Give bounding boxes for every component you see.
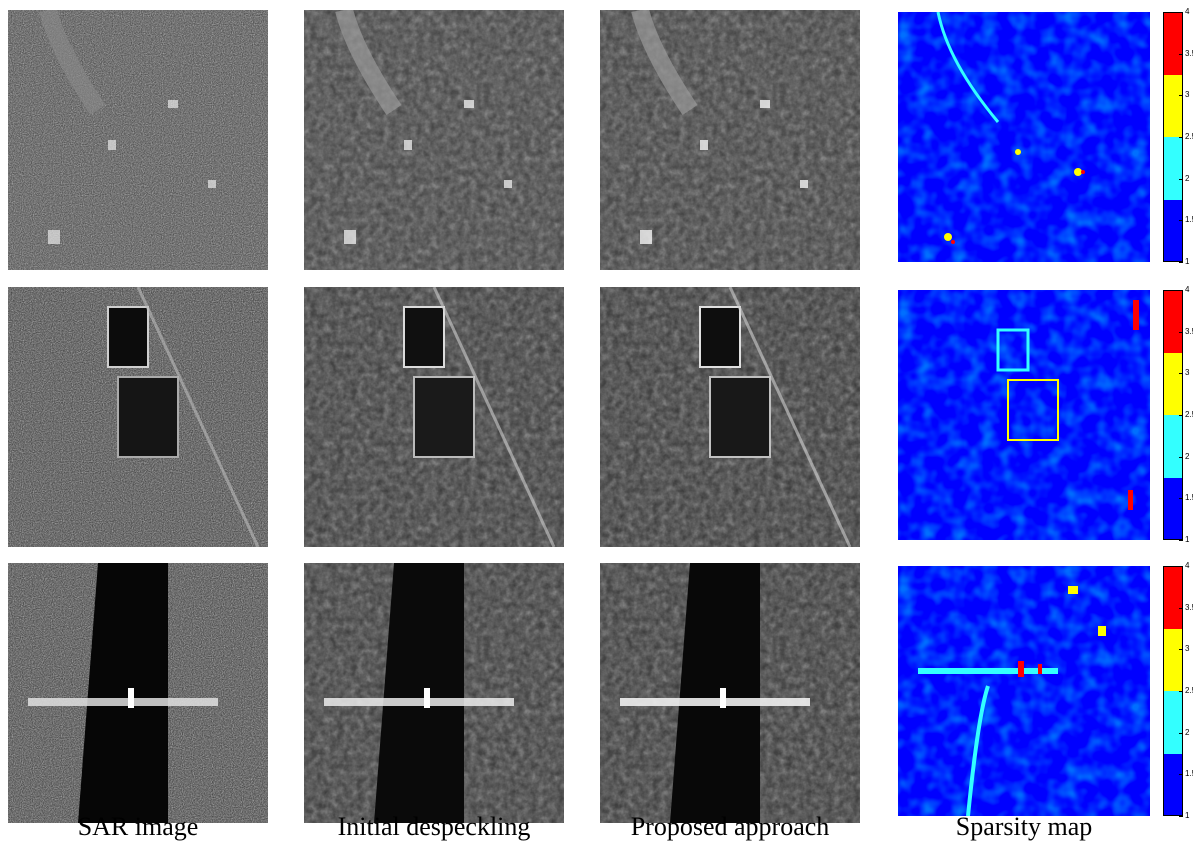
colorbar-tick-label: 1.5	[1185, 493, 1193, 503]
colorbar-tick-label: 1	[1185, 257, 1190, 266]
colorbar-tick-mark	[1179, 95, 1183, 97]
initial-despeckling-row3	[304, 563, 564, 823]
colorbar-tick-label: 2	[1185, 727, 1190, 737]
colorbar-tick-mark	[1179, 691, 1183, 692]
colorbar-tick-mark	[1179, 816, 1183, 817]
proposed-approach-row3	[600, 563, 860, 823]
colorbar-tick-mark	[1179, 331, 1183, 333]
colorbar-tick-mark	[1179, 290, 1183, 291]
caption-sparsity-map: Sparsity map	[955, 812, 1093, 841]
colorbar-tick-label: 3	[1185, 368, 1190, 378]
colorbar-tick-label: 3	[1185, 644, 1190, 654]
colorbar-tick-mark	[1179, 540, 1183, 541]
sar-image-row1	[8, 10, 268, 270]
colorbar-segment	[1163, 415, 1183, 478]
colorbar-tick-label: 3.5	[1185, 602, 1193, 612]
colorbar-tick-label: 3.5	[1185, 326, 1193, 336]
colorbar-segment	[1163, 199, 1183, 262]
sar-image-row2	[8, 287, 268, 547]
colorbar-segment	[1163, 12, 1183, 75]
colorbar-segment	[1163, 477, 1183, 540]
colorbar-tick-mark	[1179, 12, 1183, 13]
colorbar-tick-mark	[1179, 498, 1183, 500]
colorbar-tick-mark	[1179, 178, 1183, 180]
colorbar-tick-label: 4	[1185, 285, 1190, 294]
colorbar-tick-label: 3	[1185, 90, 1190, 100]
sparsity-map-row1	[898, 12, 1150, 262]
colorbar-segment	[1163, 74, 1183, 137]
colorbar-tick-mark	[1179, 415, 1183, 416]
colorbar-tick-mark	[1179, 732, 1183, 734]
colorbar-tick-label: 2.5	[1185, 686, 1193, 695]
colorbar-segment	[1163, 628, 1183, 691]
colorbar-segment	[1163, 753, 1183, 816]
colorbar-tick-mark	[1179, 262, 1183, 263]
colorbar-tick-label: 2	[1185, 173, 1190, 183]
sparsity-map-row3	[898, 566, 1150, 816]
colorbar-row3: 4 3.5 3 2.5 2 1.5 1	[1163, 562, 1193, 820]
colorbar-tick-label: 1	[1185, 535, 1190, 544]
colorbar-tick-label: 1.5	[1185, 769, 1193, 779]
colorbar-tick-mark	[1179, 566, 1183, 567]
proposed-approach-row1	[600, 10, 860, 270]
colorbar-tick-label: 2	[1185, 451, 1190, 461]
colorbar-tick-label: 1.5	[1185, 215, 1193, 225]
colorbar-segment	[1163, 352, 1183, 415]
sparsity-map-row2	[898, 290, 1150, 540]
initial-despeckling-row2	[304, 287, 564, 547]
colorbar-tick-mark	[1179, 649, 1183, 651]
colorbar-tick-mark	[1179, 373, 1183, 375]
colorbar-segment	[1163, 691, 1183, 754]
colorbar-segment	[1163, 566, 1183, 629]
colorbar-tick-mark	[1179, 607, 1183, 609]
initial-despeckling-row1	[304, 10, 564, 270]
colorbar-tick-mark	[1179, 220, 1183, 222]
colorbar-tick-mark	[1179, 456, 1183, 458]
colorbar-tick-label: 4	[1185, 7, 1190, 16]
colorbar-segment	[1163, 137, 1183, 200]
proposed-approach-row2	[600, 287, 860, 547]
caption-sar-image: SAR image	[77, 812, 199, 841]
colorbar-tick-label: 2.5	[1185, 410, 1193, 419]
colorbar-segment	[1163, 290, 1183, 353]
colorbar-tick-mark	[1179, 774, 1183, 776]
caption-proposed-approach: Proposed approach	[630, 812, 830, 841]
colorbar-tick-label: 2.5	[1185, 132, 1193, 141]
caption-initial-despeckling: Initial despeckling	[337, 812, 531, 841]
colorbar-tick-label: 4	[1185, 561, 1190, 570]
colorbar-row2: 4 3.5 3 2.5 2 1.5 1	[1163, 286, 1193, 544]
colorbar-tick-label: 3.5	[1185, 48, 1193, 58]
colorbar-tick-mark	[1179, 137, 1183, 138]
colorbar-tick-label: 1	[1185, 811, 1190, 820]
colorbar-tick-mark	[1179, 53, 1183, 55]
sar-image-row3	[8, 563, 268, 823]
colorbar-row1: 4 3.5 3 2.5 2 1.5 1	[1163, 8, 1193, 266]
